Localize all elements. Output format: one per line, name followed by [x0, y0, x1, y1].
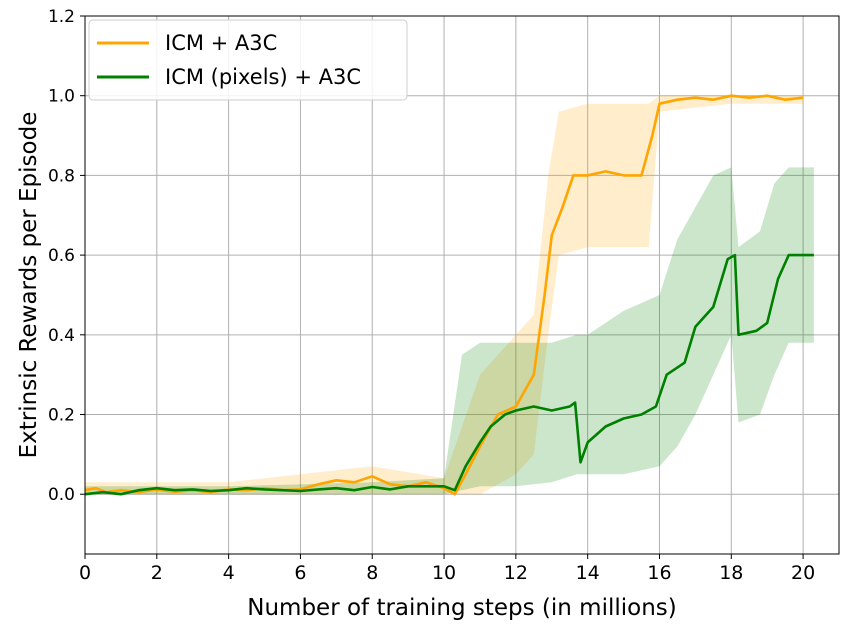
legend-label-1: ICM (pixels) + A3C: [165, 65, 361, 89]
series-lines: [84, 94, 814, 496]
legend-box: [88, 19, 408, 101]
legend: ICM + A3C ICM (pixels) + A3C: [88, 19, 408, 101]
confidence-bands: [85, 95, 814, 495]
y-tick-label: 0.8: [48, 166, 75, 186]
y-tick-label: 1.2: [48, 7, 75, 27]
y-tick-label: 0.2: [48, 406, 75, 426]
series-line-1: [84, 253, 814, 496]
x-tick-label: 20: [791, 562, 815, 584]
x-tick-label: 8: [366, 562, 378, 584]
x-tick-label: 18: [719, 562, 743, 584]
x-tick-label: 16: [647, 562, 671, 584]
x-tick-label: 2: [151, 562, 163, 584]
x-axis-label: Number of training steps (in millions): [247, 595, 676, 621]
y-axis-label: Extrinsic Rewards per Episode: [16, 112, 42, 459]
plot-frame: [84, 15, 840, 555]
y-tick-label: 0.0: [48, 485, 75, 505]
x-tick-label: 12: [504, 562, 528, 584]
series-band-0: [85, 95, 804, 495]
y-tick-label: 0.4: [48, 326, 75, 346]
y-tick-label: 1.0: [48, 87, 75, 107]
x-tick-label: 4: [223, 562, 235, 584]
x-axis-ticks: 0 2 4 6 8 10 12 14 16 18 20: [79, 554, 815, 584]
x-tick-label: 10: [432, 562, 456, 584]
x-tick-label: 0: [79, 562, 91, 584]
y-axis-ticks: 0.0 0.2 0.4 0.6 0.8 1.0 1.2: [48, 7, 85, 505]
series-band-1: [85, 167, 814, 495]
x-tick-label: 6: [294, 562, 306, 584]
legend-label-0: ICM + A3C: [165, 31, 277, 55]
x-tick-label: 14: [576, 562, 600, 584]
y-tick-label: 0.6: [48, 246, 75, 266]
